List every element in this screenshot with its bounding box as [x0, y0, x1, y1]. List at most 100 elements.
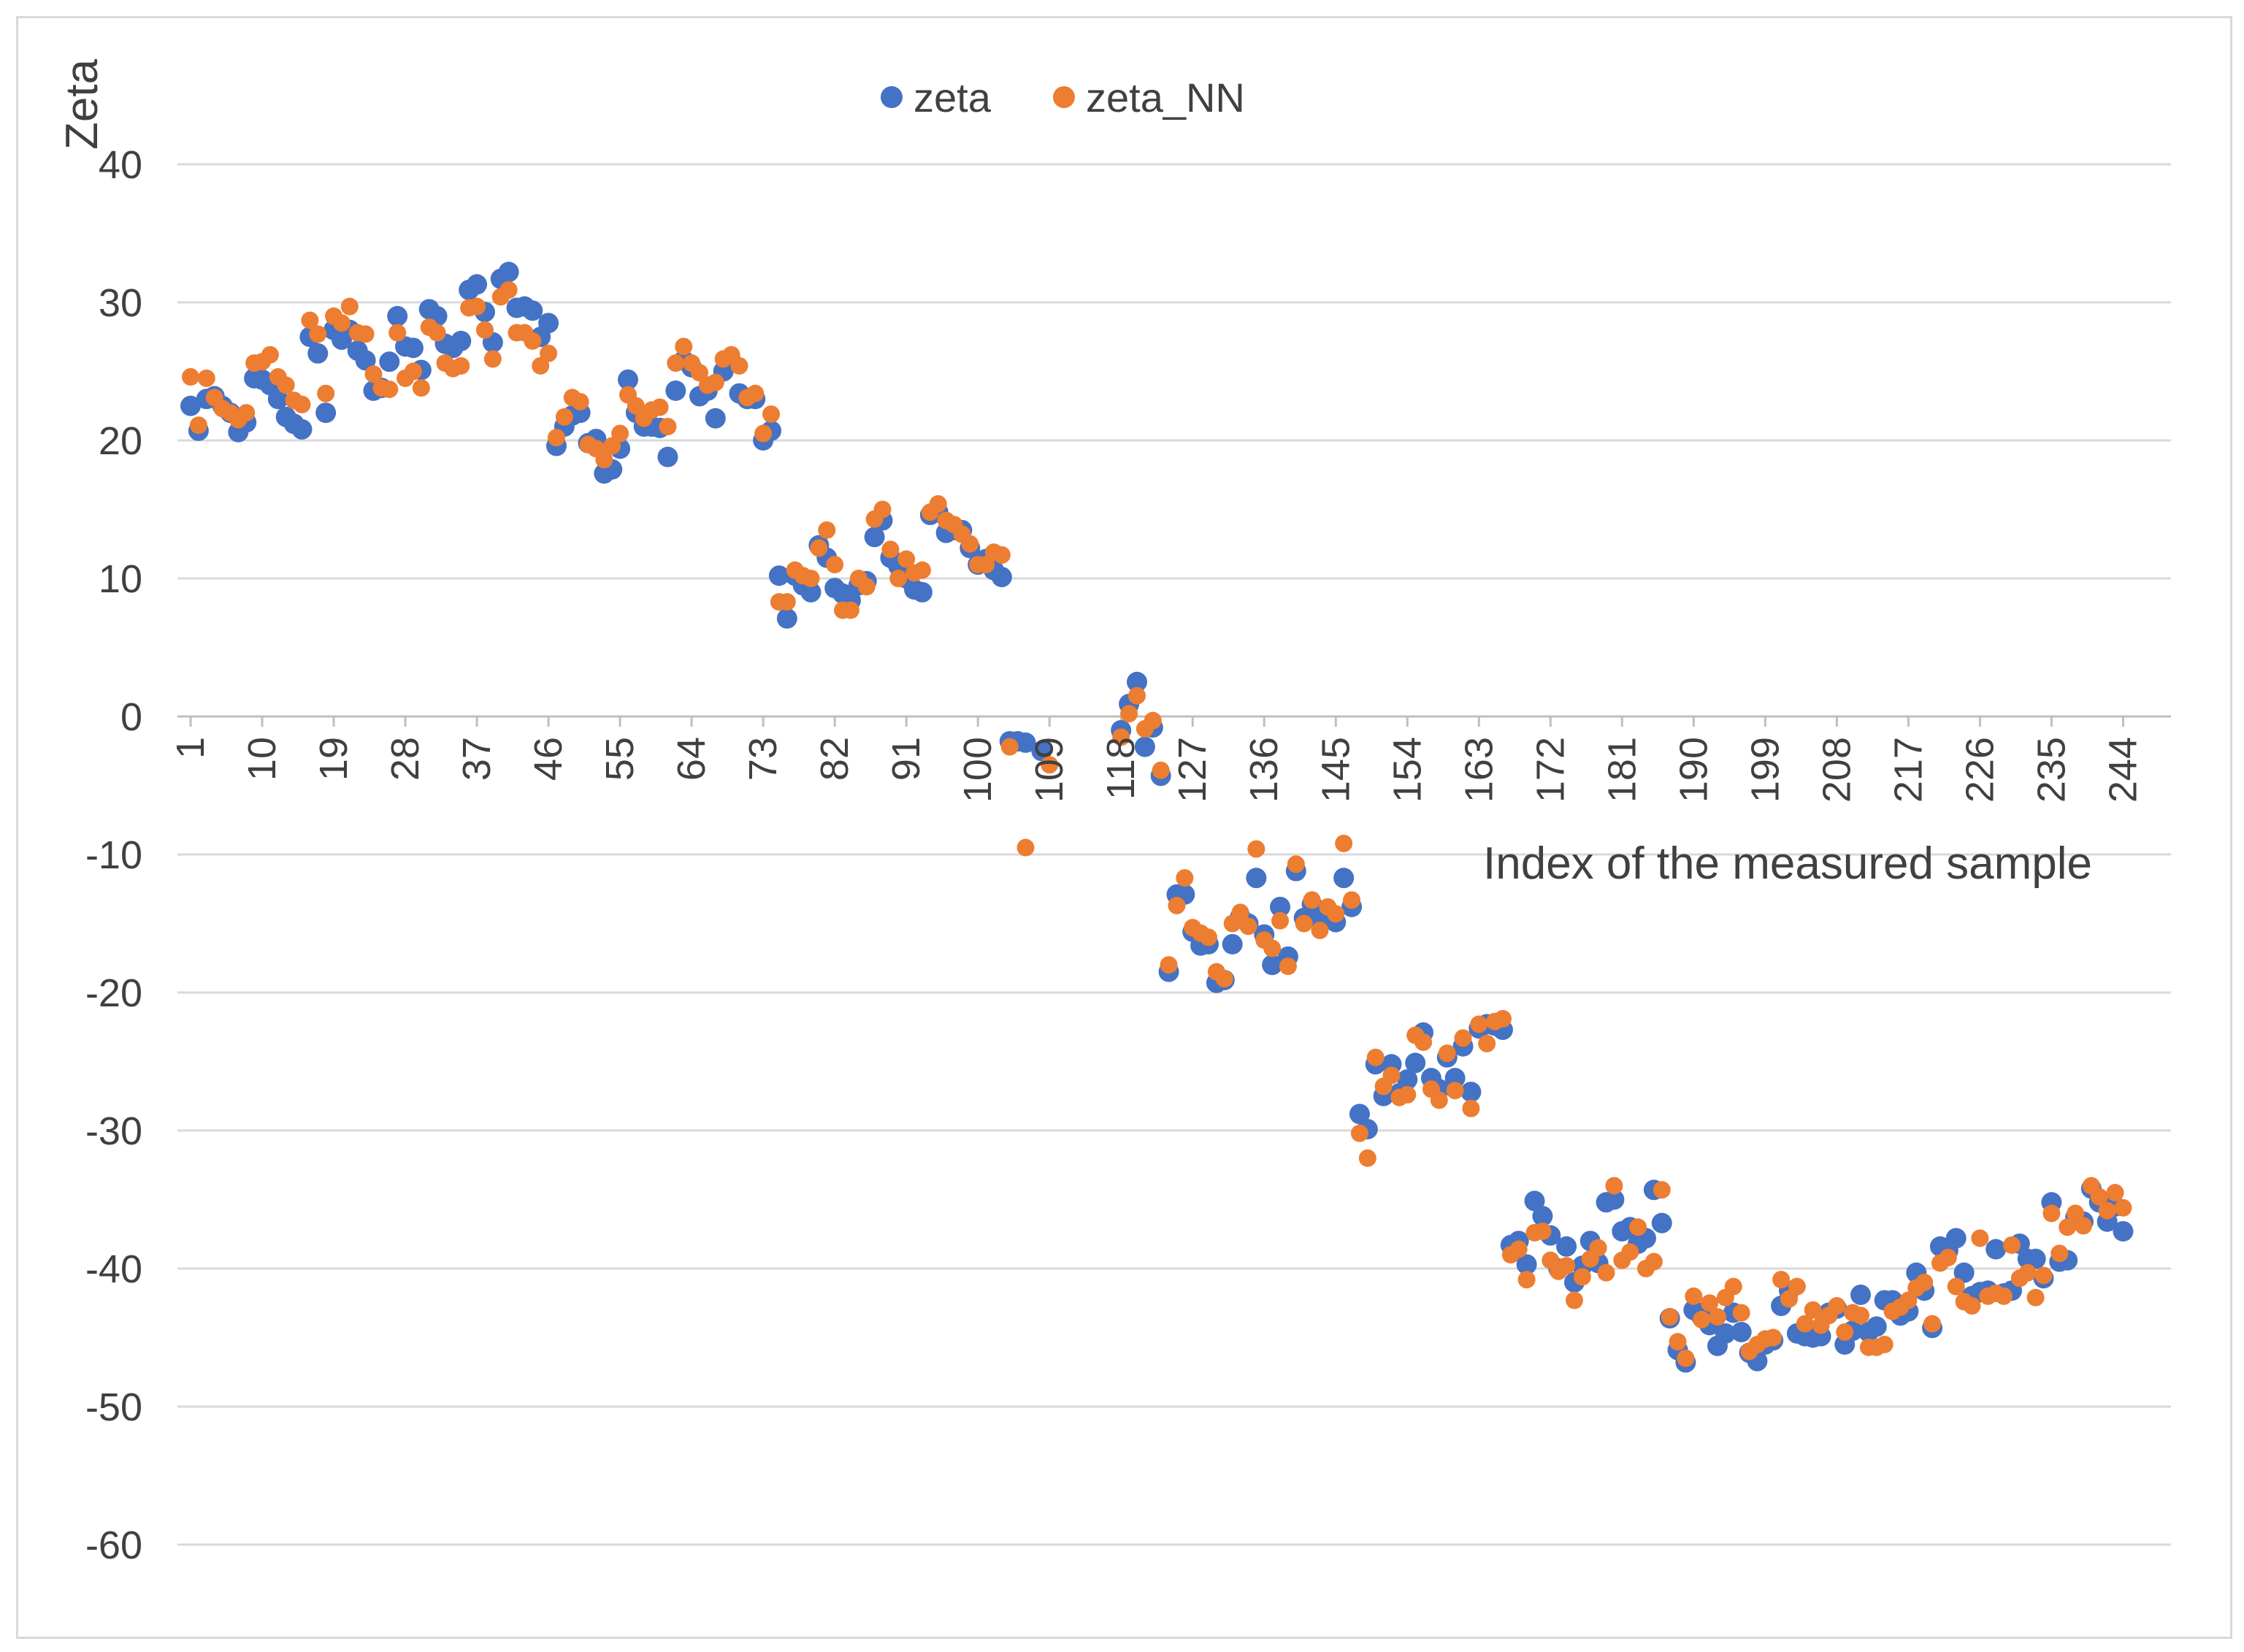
- point-zeta-nn: [1709, 1308, 1727, 1326]
- y-tick-label: 20: [99, 419, 142, 463]
- x-axis: [177, 715, 2171, 727]
- point-zeta-nn: [1644, 1253, 1663, 1271]
- point-zeta: [1333, 868, 1355, 889]
- point-zeta-nn: [913, 561, 931, 579]
- point-zeta: [1866, 1316, 1887, 1337]
- point-zeta-nn: [1629, 1218, 1647, 1236]
- point-zeta-nn: [293, 395, 311, 413]
- point-zeta: [1556, 1236, 1577, 1257]
- point-zeta-nn: [309, 325, 327, 343]
- point-zeta-nn: [1852, 1307, 1870, 1325]
- x-axis-title: Index of the measured sample: [1483, 838, 2092, 889]
- x-tick-label: 109: [1027, 737, 1071, 803]
- point-zeta-nn: [1573, 1268, 1591, 1286]
- point-zeta-nn: [659, 418, 677, 436]
- point-zeta-nn: [818, 521, 836, 539]
- x-tick-label: 46: [526, 737, 570, 781]
- y-tick-label: -10: [85, 833, 142, 877]
- point-zeta-nn: [2034, 1266, 2053, 1285]
- y-tick-label: -50: [85, 1385, 142, 1429]
- point-zeta-nn: [595, 451, 613, 469]
- x-tick-label: 244: [2101, 737, 2145, 803]
- point-zeta-nn: [1279, 957, 1297, 976]
- legend-label-zeta-nn: zeta_NN: [1086, 74, 1245, 121]
- point-zeta: [1015, 732, 1036, 753]
- point-zeta-nn: [841, 601, 859, 619]
- point-zeta-nn: [1041, 756, 1059, 774]
- y-tick-label: 10: [99, 557, 142, 601]
- point-zeta-nn: [1693, 1310, 1711, 1328]
- x-tick-labels: 1 10 19 28 37 46 55 64 73 82 91 100 109 118 127 136 145 1…: [169, 737, 2145, 803]
- point-zeta: [1405, 1052, 1426, 1074]
- point-zeta-nn: [1589, 1239, 1607, 1257]
- point-zeta: [180, 395, 201, 416]
- point-zeta: [1444, 1068, 1466, 1089]
- point-zeta-nn: [675, 337, 693, 356]
- x-tick-label: 100: [956, 737, 1000, 803]
- point-zeta-nn: [897, 550, 916, 568]
- point-zeta-nn: [1398, 1085, 1417, 1104]
- point-zeta: [538, 313, 559, 334]
- point-zeta: [1270, 896, 1291, 917]
- point-zeta: [617, 369, 638, 390]
- point-zeta-nn: [2090, 1188, 2108, 1206]
- point-zeta-nn: [929, 494, 947, 513]
- point-zeta-nn: [1446, 1082, 1464, 1100]
- point-zeta: [1604, 1189, 1625, 1210]
- x-tick-label: 55: [598, 737, 642, 781]
- point-zeta-nn: [1788, 1277, 1806, 1296]
- point-zeta-nn: [1303, 891, 1321, 909]
- data-points: [180, 261, 2134, 1373]
- point-zeta: [1262, 955, 1283, 976]
- point-zeta-nn: [1724, 1277, 1742, 1296]
- point-zeta-nn: [1366, 1048, 1385, 1066]
- point-zeta: [665, 380, 686, 401]
- point-zeta: [307, 343, 329, 364]
- point-zeta: [768, 565, 789, 586]
- point-zeta-nn: [532, 356, 550, 375]
- point-zeta-nn: [1287, 855, 1305, 873]
- point-zeta-nn: [1247, 840, 1265, 858]
- point-zeta-nn: [1558, 1257, 1576, 1275]
- point-zeta-nn: [1311, 921, 1329, 939]
- point-zeta-nn: [873, 500, 892, 519]
- point-zeta-nn: [2026, 1288, 2045, 1307]
- point-zeta-nn: [452, 356, 470, 375]
- legend-marker-zeta-nn: [1053, 86, 1075, 108]
- y-tick-label: 40: [99, 143, 142, 187]
- point-zeta-nn: [1653, 1181, 1671, 1199]
- point-zeta-nn: [889, 570, 908, 587]
- point-zeta-nn: [1239, 917, 1257, 936]
- point-zeta-nn: [475, 321, 494, 339]
- point-zeta: [1516, 1254, 1537, 1275]
- point-zeta-nn: [706, 373, 724, 391]
- x-tick-label: 208: [1815, 737, 1858, 803]
- point-zeta-nn: [1176, 869, 1194, 887]
- point-zeta: [1985, 1239, 2007, 1260]
- x-tick-label: 64: [670, 737, 713, 781]
- point-zeta-nn: [1430, 1091, 1448, 1109]
- point-zeta-nn: [1493, 1009, 1512, 1028]
- y-axis: 40 30 20 10 0 -10 -20 -30 -40 -50 -60: [85, 143, 142, 1567]
- point-zeta-nn: [611, 424, 629, 443]
- point-zeta: [1945, 1228, 1967, 1249]
- point-zeta: [522, 300, 543, 321]
- x-tick-label: 163: [1457, 737, 1501, 803]
- point-zeta-nn: [1661, 1308, 1679, 1326]
- point-zeta-nn: [762, 405, 781, 424]
- point-zeta-nn: [340, 297, 359, 316]
- point-zeta-nn: [746, 384, 765, 402]
- y-tick-label: -60: [85, 1523, 142, 1567]
- point-zeta: [1651, 1212, 1672, 1234]
- point-zeta: [1134, 736, 1155, 757]
- point-zeta: [402, 337, 424, 359]
- point-zeta-nn: [412, 379, 430, 397]
- point-zeta-nn: [388, 324, 407, 342]
- x-tick-label: 154: [1385, 737, 1429, 803]
- y-tick-label: 0: [120, 695, 142, 739]
- point-zeta-nn: [356, 325, 375, 343]
- point-zeta: [911, 581, 933, 603]
- point-zeta-nn: [2114, 1198, 2132, 1217]
- point-zeta-nn: [691, 364, 709, 382]
- point-zeta-nn: [1327, 905, 1345, 923]
